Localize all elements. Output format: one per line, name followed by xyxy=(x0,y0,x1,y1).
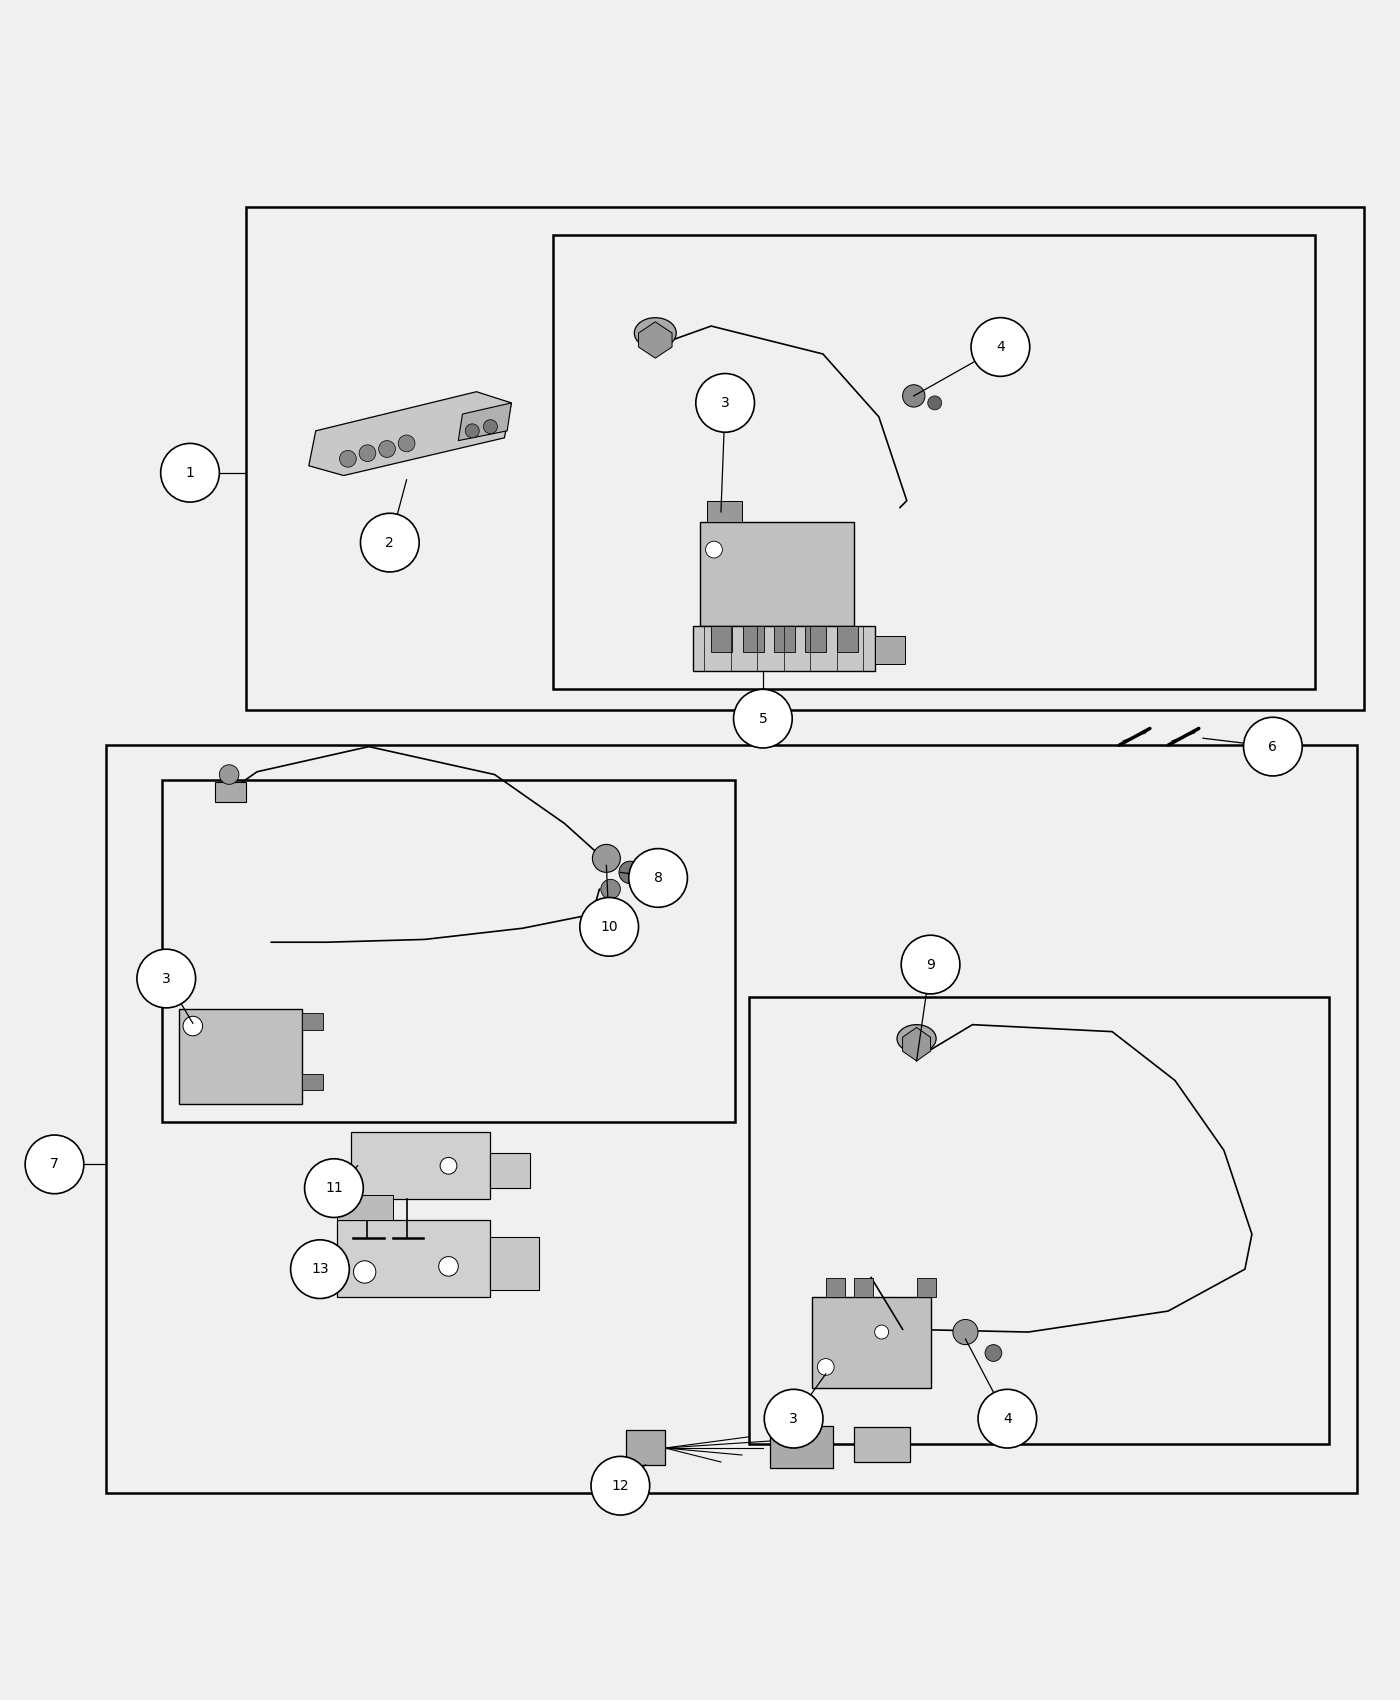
Circle shape xyxy=(378,440,395,457)
Bar xyxy=(216,782,246,802)
Polygon shape xyxy=(638,321,672,359)
Text: 13: 13 xyxy=(311,1261,329,1277)
Bar xyxy=(700,522,854,626)
Circle shape xyxy=(360,513,419,571)
Circle shape xyxy=(986,1345,1002,1362)
Bar xyxy=(854,1278,874,1297)
Circle shape xyxy=(291,1239,349,1299)
Circle shape xyxy=(137,949,196,1008)
Circle shape xyxy=(483,420,497,434)
Bar xyxy=(707,502,742,522)
Circle shape xyxy=(440,1158,456,1175)
Bar xyxy=(917,1278,937,1297)
Text: 3: 3 xyxy=(721,396,729,410)
Text: 4: 4 xyxy=(1002,1411,1012,1426)
Text: 3: 3 xyxy=(162,971,171,986)
Bar xyxy=(337,1195,392,1221)
Ellipse shape xyxy=(634,318,676,348)
Circle shape xyxy=(340,450,356,468)
Text: 4: 4 xyxy=(995,340,1005,354)
Bar xyxy=(826,1278,846,1297)
Polygon shape xyxy=(309,391,511,476)
Polygon shape xyxy=(903,1027,931,1061)
Bar xyxy=(770,1426,833,1467)
Circle shape xyxy=(972,318,1030,376)
Bar xyxy=(875,636,906,665)
Bar xyxy=(711,626,732,651)
Circle shape xyxy=(696,374,755,432)
Bar xyxy=(805,626,826,651)
Circle shape xyxy=(953,1319,979,1345)
Circle shape xyxy=(706,541,722,558)
Ellipse shape xyxy=(897,1025,937,1052)
Circle shape xyxy=(1243,717,1302,775)
Bar xyxy=(302,1013,323,1030)
Bar xyxy=(626,1430,665,1465)
Text: 10: 10 xyxy=(601,920,617,933)
Circle shape xyxy=(358,445,375,462)
Text: 1: 1 xyxy=(186,466,195,479)
Text: 9: 9 xyxy=(927,957,935,972)
Bar xyxy=(553,235,1315,688)
Circle shape xyxy=(903,384,925,406)
Bar xyxy=(742,626,763,651)
Circle shape xyxy=(220,765,239,784)
Bar xyxy=(854,1426,910,1462)
Circle shape xyxy=(591,1457,650,1515)
Bar xyxy=(246,207,1364,711)
Bar xyxy=(749,996,1329,1443)
Text: 3: 3 xyxy=(790,1411,798,1426)
Circle shape xyxy=(398,435,414,452)
Circle shape xyxy=(25,1136,84,1193)
Bar xyxy=(337,1221,490,1297)
Bar xyxy=(693,626,875,672)
Circle shape xyxy=(764,1389,823,1448)
Circle shape xyxy=(902,935,960,994)
Circle shape xyxy=(734,688,792,748)
Circle shape xyxy=(619,862,641,884)
Bar xyxy=(179,1010,302,1105)
Circle shape xyxy=(465,423,479,439)
Bar xyxy=(350,1132,490,1198)
Bar xyxy=(302,1074,323,1090)
Circle shape xyxy=(928,396,942,410)
Bar xyxy=(106,745,1357,1493)
Circle shape xyxy=(580,898,638,955)
Bar xyxy=(162,780,735,1122)
Text: 11: 11 xyxy=(325,1182,343,1195)
Text: 6: 6 xyxy=(1268,740,1277,753)
Circle shape xyxy=(629,848,687,908)
Circle shape xyxy=(818,1358,834,1375)
Circle shape xyxy=(183,1017,203,1035)
Text: 12: 12 xyxy=(612,1479,629,1493)
Circle shape xyxy=(601,879,620,899)
Text: 5: 5 xyxy=(759,712,767,726)
Text: 8: 8 xyxy=(654,870,662,886)
Bar xyxy=(837,626,858,651)
Circle shape xyxy=(592,845,620,872)
Bar xyxy=(490,1238,539,1290)
Bar xyxy=(774,626,795,651)
Polygon shape xyxy=(458,403,511,440)
Circle shape xyxy=(353,1261,375,1284)
Bar xyxy=(812,1297,931,1387)
Bar xyxy=(490,1153,529,1188)
Circle shape xyxy=(438,1256,458,1277)
Circle shape xyxy=(979,1389,1037,1448)
Circle shape xyxy=(875,1324,889,1340)
Circle shape xyxy=(161,444,220,501)
Circle shape xyxy=(305,1159,363,1217)
Text: 2: 2 xyxy=(385,536,395,549)
Text: 7: 7 xyxy=(50,1158,59,1171)
